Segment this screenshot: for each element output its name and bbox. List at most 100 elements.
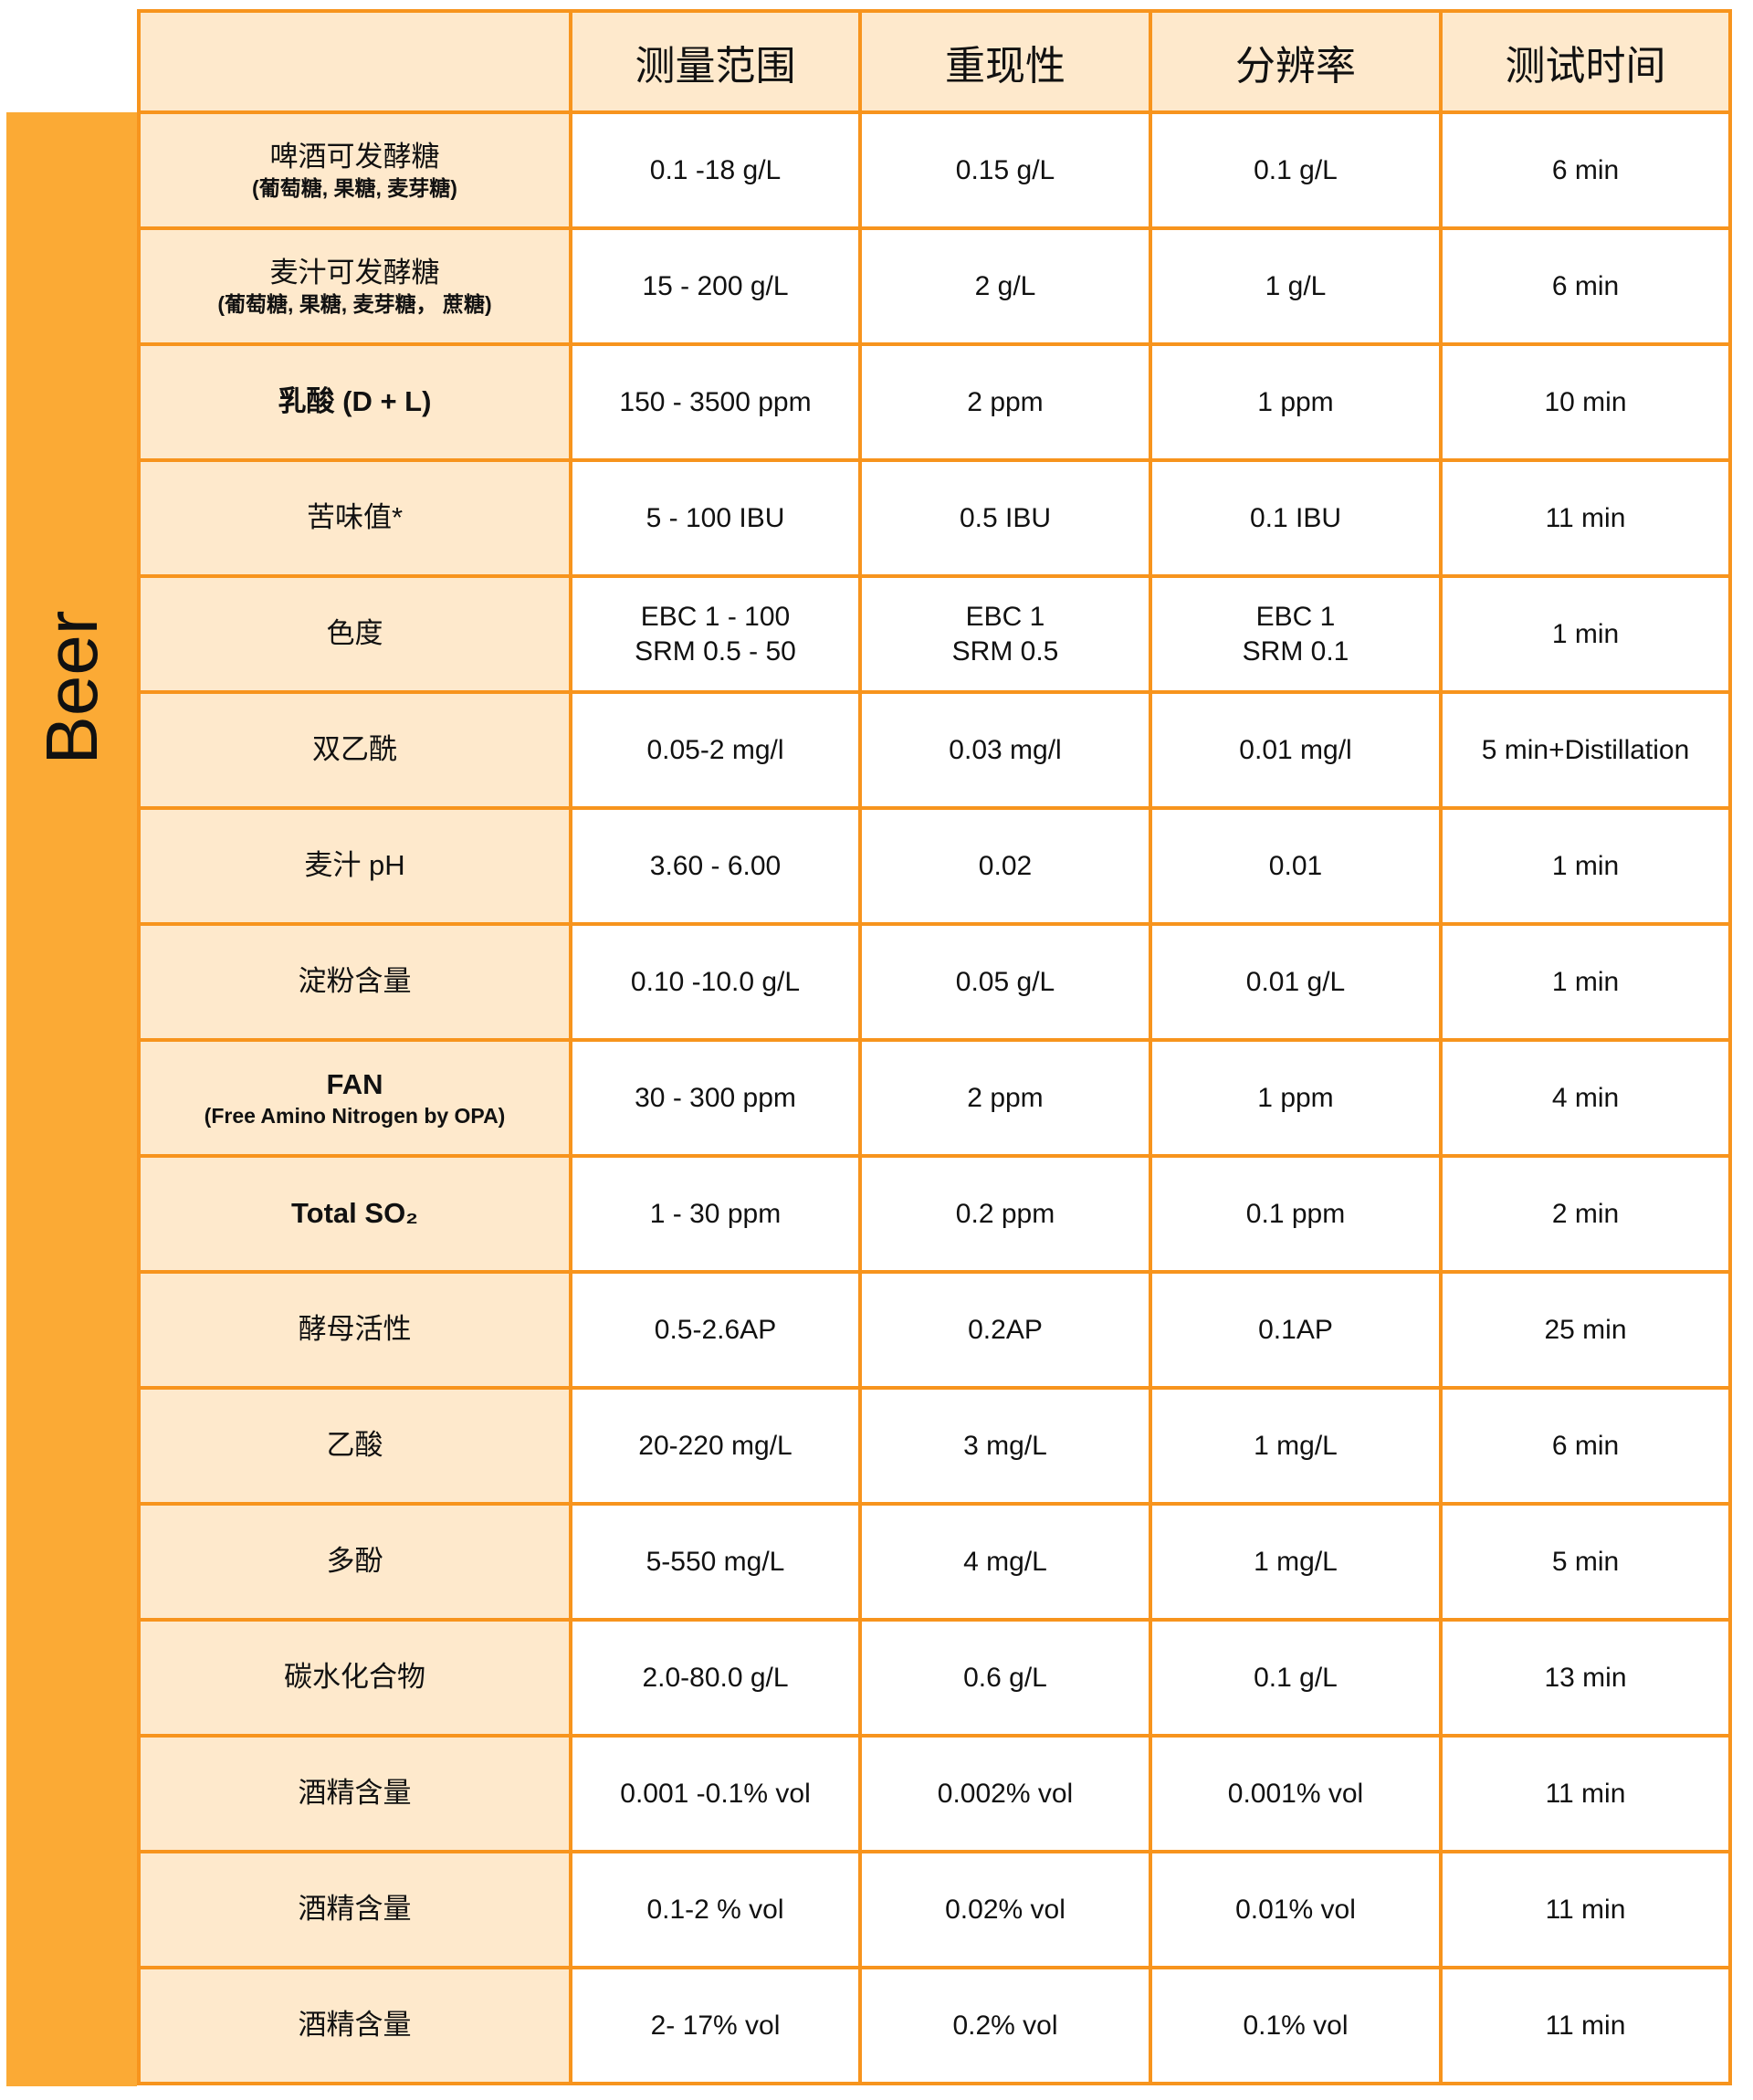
row-name: 苦味值* — [306, 501, 404, 534]
repeatability-cell-value: 2 ppm — [967, 1082, 1044, 1113]
test-time-cell: 1 min — [1439, 806, 1732, 926]
range-cell: 150 - 3500 ppm — [569, 342, 862, 462]
resolution-cell-value: 1 ppm — [1257, 386, 1334, 417]
row-name: 碳水化合物 — [284, 1661, 425, 1694]
header-blank — [137, 9, 572, 114]
resolution-cell-value: 0.1AP — [1258, 1314, 1333, 1345]
repeatability-cell: 0.15 g/L — [858, 110, 1152, 230]
resolution-cell: 0.01 mg/l — [1149, 690, 1443, 810]
resolution-cell: 0.01 g/L — [1149, 922, 1443, 1042]
range-cell: 0.5-2.6AP — [569, 1270, 862, 1390]
range-cell-value: EBC 1 - 100 — [640, 602, 791, 632]
repeatability-cell-value: 0.2AP — [968, 1314, 1043, 1345]
header-test-time: 测试时间 — [1439, 9, 1732, 114]
range-cell: 1 - 30 ppm — [569, 1154, 862, 1274]
resolution-cell: 0.1 g/L — [1149, 1618, 1443, 1738]
test-time-cell: 6 min — [1439, 226, 1732, 346]
table-row: Total SO₂ 1 - 30 ppm 0.2 ppm 0.1 ppm 2 min — [137, 1154, 1732, 1274]
category-label: Beer — [30, 610, 112, 765]
resolution-cell: EBC 1 SRM 0.1 — [1149, 574, 1443, 694]
row-name-cell: 酒精含量 — [137, 1850, 572, 1969]
resolution-cell-value: 0.01 mg/l — [1239, 734, 1352, 765]
row-name: 双乙酰 — [312, 733, 397, 766]
row-name: Total SO₂ — [291, 1197, 418, 1230]
range-cell-value: 5 - 100 IBU — [646, 502, 785, 533]
resolution-cell-value: 0.1% vol — [1243, 2010, 1349, 2041]
test-time-cell: 6 min — [1439, 110, 1732, 230]
range-cell: 2.0-80.0 g/L — [569, 1618, 862, 1738]
row-name-cell: 苦味值* — [137, 458, 572, 578]
repeatability-cell: 0.2AP — [858, 1270, 1152, 1390]
resolution-cell-value-2: SRM 0.1 — [1242, 635, 1349, 667]
range-cell-value: 0.001 -0.1% vol — [620, 1778, 811, 1809]
row-name-cell: 麦汁 pH — [137, 806, 572, 926]
test-time-cell-value: 25 min — [1544, 1314, 1627, 1345]
resolution-cell: 1 mg/L — [1149, 1386, 1443, 1506]
test-time-cell: 1 min — [1439, 574, 1732, 694]
resolution-cell-value: 0.1 IBU — [1249, 502, 1342, 533]
range-cell-value-2: SRM 0.5 - 50 — [635, 635, 796, 667]
test-time-cell-value: 5 min+Distillation — [1481, 734, 1690, 765]
test-time-cell-value: 6 min — [1551, 270, 1620, 301]
test-time-cell-value: 1 min — [1551, 966, 1620, 997]
repeatability-cell: 3 mg/L — [858, 1386, 1152, 1506]
range-cell: 20-220 mg/L — [569, 1386, 862, 1506]
repeatability-cell: 0.5 IBU — [858, 458, 1152, 578]
header-repeatability: 重现性 — [858, 9, 1152, 114]
range-cell-value: 20-220 mg/L — [638, 1430, 793, 1461]
range-cell-value: 2.0-80.0 g/L — [642, 1662, 789, 1693]
resolution-cell-value: 1 mg/L — [1254, 1430, 1338, 1461]
row-name: 麦汁可发酵糖 — [269, 256, 440, 289]
row-name: 淀粉含量 — [298, 965, 412, 998]
range-cell-value: 3.60 - 6.00 — [649, 850, 782, 881]
resolution-cell-value: 1 ppm — [1257, 1082, 1334, 1113]
spec-table: 测量范围 重现性 分辨率 测试时间 啤酒可发酵糖 (葡萄糖, 果糖, 麦芽糖) 0.1 -… — [137, 9, 1732, 2085]
row-subtitle: (葡萄糖, 果糖, 麦芽糖， 蔗糖) — [217, 291, 492, 316]
repeatability-cell-value-2: SRM 0.5 — [951, 635, 1059, 667]
repeatability-cell: 0.02% vol — [858, 1850, 1152, 1969]
row-name-cell: 酒精含量 — [137, 1734, 572, 1853]
repeatability-cell-value: 0.5 IBU — [959, 502, 1052, 533]
table-row: 苦味值* 5 - 100 IBU 0.5 IBU 0.1 IBU 11 min — [137, 458, 1732, 578]
row-name-cell: 双乙酰 — [137, 690, 572, 810]
test-time-cell-value: 11 min — [1545, 1894, 1626, 1925]
row-name: 麦汁 pH — [304, 849, 405, 882]
row-name: 酒精含量 — [298, 1893, 412, 1926]
repeatability-cell: 2 ppm — [858, 342, 1152, 462]
repeatability-cell: 0.6 g/L — [858, 1618, 1152, 1738]
test-time-cell-value: 1 min — [1551, 850, 1620, 881]
row-name-cell: 多酚 — [137, 1502, 572, 1622]
row-name-cell: 碳水化合物 — [137, 1618, 572, 1738]
table-row: FAN (Free Amino Nitrogen by OPA) 30 - 300 … — [137, 1038, 1732, 1158]
resolution-cell-value: 0.01 — [1268, 850, 1323, 881]
category-label-cell: Beer — [6, 112, 137, 2086]
resolution-cell-value: 1 g/L — [1265, 270, 1327, 301]
test-time-cell: 5 min+Distillation — [1439, 690, 1732, 810]
resolution-cell-value: 0.001% vol — [1227, 1778, 1364, 1809]
resolution-cell: 0.1% vol — [1149, 1966, 1443, 2085]
test-time-cell: 6 min — [1439, 1386, 1732, 1506]
test-time-cell: 11 min — [1439, 1966, 1732, 2085]
repeatability-cell-value: 3 mg/L — [963, 1430, 1047, 1461]
resolution-cell-value: 1 mg/L — [1254, 1546, 1338, 1577]
row-name-cell: 酒精含量 — [137, 1966, 572, 2085]
range-cell: 0.1-2 % vol — [569, 1850, 862, 1969]
repeatability-cell: 2 ppm — [858, 1038, 1152, 1158]
repeatability-cell-value: 0.15 g/L — [955, 154, 1055, 185]
table-row: 多酚 5-550 mg/L 4 mg/L 1 mg/L 5 min — [137, 1502, 1732, 1622]
repeatability-cell: 4 mg/L — [858, 1502, 1152, 1622]
range-cell: 0.05-2 mg/l — [569, 690, 862, 810]
resolution-cell: 1 mg/L — [1149, 1502, 1443, 1622]
table-row: 乙酸 20-220 mg/L 3 mg/L 1 mg/L 6 min — [137, 1386, 1732, 1506]
row-name-cell: 啤酒可发酵糖 (葡萄糖, 果糖, 麦芽糖) — [137, 110, 572, 230]
range-cell: 5 - 100 IBU — [569, 458, 862, 578]
repeatability-cell: 0.2% vol — [858, 1966, 1152, 2085]
resolution-cell-value: EBC 1 — [1255, 602, 1336, 632]
test-time-cell-value: 6 min — [1551, 1430, 1620, 1461]
table-row: 酒精含量 0.001 -0.1% vol 0.002% vol 0.001% vol 1… — [137, 1734, 1732, 1853]
table-row: 啤酒可发酵糖 (葡萄糖, 果糖, 麦芽糖) 0.1 -18 g/L 0.15 g/L 0… — [137, 110, 1732, 230]
repeatability-cell-value: 0.03 mg/l — [949, 734, 1062, 765]
test-time-cell-value: 11 min — [1545, 2010, 1626, 2041]
resolution-cell: 0.1 ppm — [1149, 1154, 1443, 1274]
test-time-cell-value: 13 min — [1544, 1662, 1627, 1693]
